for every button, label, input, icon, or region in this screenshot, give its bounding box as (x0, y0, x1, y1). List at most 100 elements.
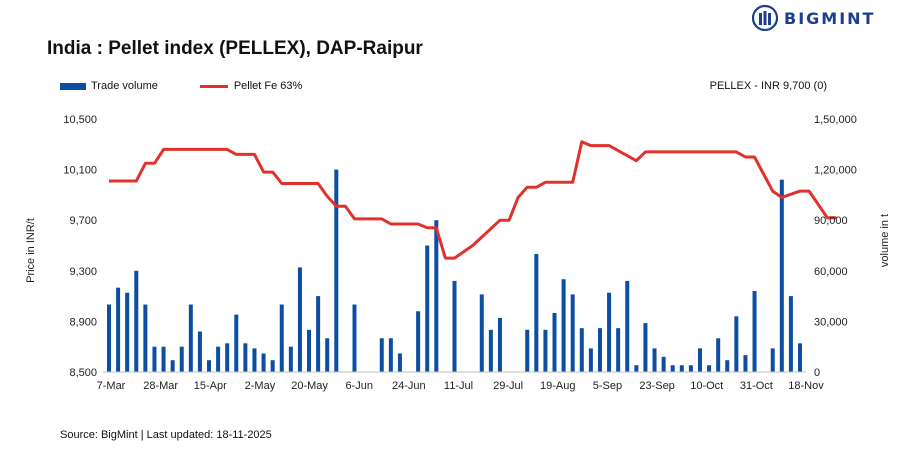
volume-bar (316, 296, 321, 372)
volume-bar (652, 348, 657, 372)
volume-bar (643, 323, 648, 372)
x-tick-label: 20-May (291, 380, 328, 392)
volume-bar (570, 294, 575, 372)
volume-bar (597, 328, 602, 372)
volume-bar (697, 348, 702, 372)
volume-bar (798, 343, 802, 372)
volume-bar (452, 280, 457, 372)
volume-bar (307, 329, 312, 372)
volume-bar (152, 346, 157, 372)
volume-bar (188, 304, 193, 372)
y-right-tick-label: 1,50,000 (814, 114, 857, 126)
volume-bar (779, 179, 784, 372)
legend-label-trade-volume: Trade volume (91, 80, 158, 92)
volume-bar (679, 365, 684, 372)
x-tick-label: 15-Apr (194, 380, 227, 392)
volume-bar (525, 329, 530, 372)
y-left-tick-label: 8,900 (69, 316, 97, 328)
price-note: PELLEX - INR 9,700 (0) (709, 80, 827, 92)
volume-bar (725, 360, 730, 372)
volume-bar (125, 292, 130, 372)
logo-text: BIGMINT (784, 8, 876, 28)
volume-bar (616, 328, 621, 372)
volume-bar (397, 353, 402, 372)
volume-bar (261, 353, 266, 372)
chart-title: India : Pellet index (PELLEX), DAP-Raipu… (47, 38, 423, 59)
x-tick-label: 29-Jul (493, 380, 523, 392)
volume-bar (388, 338, 393, 372)
y-right-tick-label: 30,000 (814, 316, 848, 328)
x-tick-label: 31-Oct (740, 380, 773, 392)
volume-bar (170, 360, 175, 372)
volume-bar (488, 329, 493, 372)
volume-bar (352, 304, 357, 372)
x-tick-label: 2-May (245, 380, 276, 392)
volume-bar (661, 356, 666, 372)
volume-bar (225, 343, 230, 372)
volume-bar (297, 267, 302, 372)
y-left-tick-label: 8,500 (69, 367, 97, 379)
x-tick-label: 19-Aug (540, 380, 575, 392)
volume-bar (534, 253, 539, 372)
volume-bar (670, 365, 675, 372)
bigmint-logo-icon (752, 5, 778, 31)
volume-bar (270, 360, 275, 372)
volume-bar (770, 348, 775, 372)
price-line (109, 140, 837, 260)
volume-bar (434, 220, 439, 372)
volume-bar (588, 348, 593, 372)
volume-bar (743, 355, 748, 372)
y-right-tick-label: 0 (814, 367, 820, 379)
volume-bar (116, 287, 121, 372)
y-right-tick-label: 90,000 (814, 215, 848, 227)
volume-bar (179, 346, 184, 372)
volume-bar (243, 343, 248, 372)
y-right-axis-label: volume in t (879, 214, 891, 267)
x-tick-label: 6-Jun (345, 380, 373, 392)
volume-bar (688, 365, 693, 372)
volume-bar (561, 279, 566, 372)
legend-item-pellet: Pellet Fe 63% (199, 80, 303, 92)
source-note: Source: BigMint | Last updated: 18-11-20… (60, 429, 272, 441)
volume-bar (788, 296, 793, 372)
legend-item-trade-volume: Trade volume (60, 80, 158, 92)
y-left-tick-label: 10,500 (63, 114, 97, 126)
volume-bar (197, 331, 202, 372)
chart-legend: Trade volume Pellet Fe 63% (60, 80, 344, 92)
volume-bar (479, 294, 484, 372)
volume-bar (161, 346, 166, 372)
volume-bar (207, 360, 212, 372)
volume-bar (134, 270, 139, 372)
volume-bar (634, 365, 639, 372)
x-tick-label: 18-Nov (788, 380, 824, 392)
y-right-tick-label: 60,000 (814, 266, 848, 278)
volume-bar (734, 316, 739, 372)
volume-bar (552, 312, 557, 372)
volume-bar (425, 245, 430, 372)
volume-bar (579, 328, 584, 372)
volume-bar (497, 318, 502, 372)
volume-bar (543, 329, 548, 372)
volume-bar (325, 338, 330, 372)
volume-bar (234, 314, 239, 372)
x-tick-label: 24-Jun (392, 380, 426, 392)
volume-bar (334, 169, 339, 372)
x-tick-label: 5-Sep (593, 380, 622, 392)
volume-bar (288, 346, 293, 372)
x-tick-label: 11-Jul (444, 380, 473, 392)
x-tick-label: 23-Sep (639, 380, 674, 392)
volume-bar (752, 291, 757, 372)
x-tick-label: 10-Oct (690, 380, 723, 392)
legend-swatch-line (199, 84, 228, 88)
volume-bar (107, 304, 111, 372)
legend-label-pellet: Pellet Fe 63% (233, 80, 303, 92)
y-left-axis-label: Price in INR/t (25, 218, 37, 283)
volume-bar (143, 304, 148, 372)
volume-bar (252, 348, 257, 372)
volume-bar (625, 280, 630, 372)
volume-bar (216, 346, 221, 372)
y-right-tick-label: 1,20,000 (814, 165, 857, 177)
x-tick-label: 28-Mar (143, 380, 178, 392)
volume-bar (379, 338, 384, 372)
